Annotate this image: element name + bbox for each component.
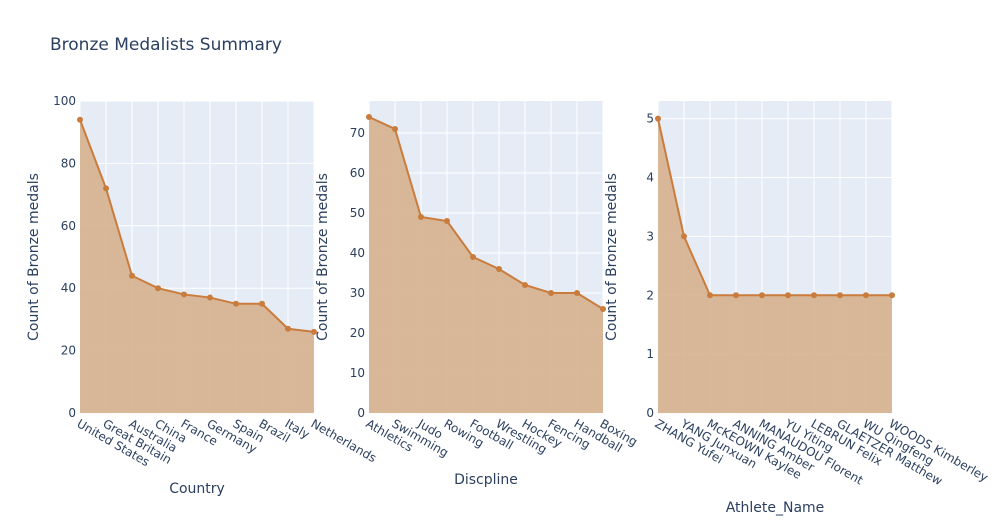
data-point bbox=[77, 116, 83, 123]
y-axis-title: Count of Bronze medals bbox=[315, 173, 331, 341]
series-line bbox=[657, 118, 892, 297]
x-axis-title: Athlete_Name bbox=[726, 500, 825, 516]
data-point bbox=[233, 300, 239, 307]
data-point bbox=[785, 292, 791, 299]
data-point bbox=[600, 306, 606, 312]
data-point bbox=[470, 254, 476, 260]
series-line bbox=[368, 116, 604, 310]
y-tick-label: 60 bbox=[61, 219, 76, 233]
y-tick-label: 20 bbox=[350, 326, 365, 340]
area-fill bbox=[369, 117, 603, 413]
y-tick-label: 4 bbox=[646, 171, 654, 185]
data-point bbox=[811, 292, 817, 299]
data-point bbox=[733, 292, 739, 299]
y-tick-label: 0 bbox=[357, 406, 365, 420]
data-point bbox=[129, 272, 135, 279]
series-line bbox=[79, 119, 315, 333]
x-axis-title: Country bbox=[169, 481, 225, 497]
data-point bbox=[759, 292, 765, 299]
data-point bbox=[681, 233, 687, 240]
data-point bbox=[707, 292, 713, 299]
x-axis-title: Discpline bbox=[454, 472, 518, 488]
area-fill bbox=[80, 119, 314, 413]
data-point bbox=[418, 214, 424, 220]
data-point bbox=[548, 290, 554, 296]
data-point bbox=[103, 185, 109, 192]
data-point bbox=[366, 114, 372, 120]
y-axis-title: Count of Bronze medals bbox=[604, 173, 620, 341]
data-point bbox=[889, 292, 895, 299]
data-point bbox=[655, 115, 661, 122]
data-point bbox=[522, 282, 528, 288]
y-tick-label: 100 bbox=[53, 94, 76, 108]
data-point bbox=[444, 218, 450, 224]
y-tick-label: 10 bbox=[350, 366, 365, 380]
y-tick-label: 2 bbox=[646, 288, 654, 302]
subplot-2: 010203040506070AthleticsSwimmingJudoRowi… bbox=[315, 101, 640, 488]
area-fill bbox=[658, 118, 892, 414]
y-tick-label: 40 bbox=[61, 281, 76, 295]
data-point bbox=[311, 328, 317, 335]
data-point bbox=[181, 291, 187, 298]
y-tick-label: 50 bbox=[350, 206, 365, 220]
data-point bbox=[392, 126, 398, 132]
data-point bbox=[496, 266, 502, 272]
data-point bbox=[863, 292, 869, 299]
data-point bbox=[155, 285, 161, 292]
data-point bbox=[837, 292, 843, 299]
data-point bbox=[285, 325, 291, 332]
data-point bbox=[574, 290, 580, 296]
y-tick-label: 0 bbox=[646, 406, 654, 420]
y-tick-label: 3 bbox=[646, 229, 654, 243]
y-tick-label: 40 bbox=[350, 246, 365, 260]
y-tick-label: 30 bbox=[350, 286, 365, 300]
y-tick-label: 60 bbox=[350, 166, 365, 180]
y-axis-title: Count of Bronze medals bbox=[26, 173, 42, 341]
y-tick-label: 1 bbox=[646, 347, 654, 361]
chart-title: Bronze Medalists Summary bbox=[50, 35, 282, 55]
y-tick-label: 20 bbox=[61, 344, 76, 358]
data-point bbox=[259, 300, 265, 307]
y-tick-label: 5 bbox=[646, 112, 654, 126]
data-point bbox=[207, 294, 213, 301]
y-tick-label: 0 bbox=[68, 406, 76, 420]
y-tick-label: 70 bbox=[350, 126, 365, 140]
y-tick-label: 80 bbox=[61, 156, 76, 170]
